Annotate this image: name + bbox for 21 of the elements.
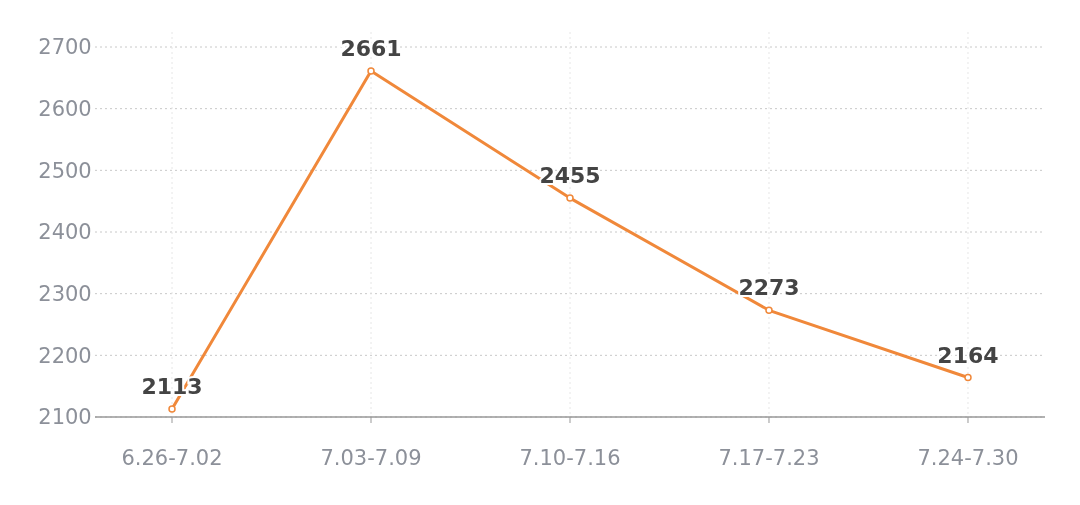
x-tick-label: 7.24-7.30 <box>917 446 1019 470</box>
y-tick-label: 2300 <box>38 282 92 307</box>
y-tick-label: 2600 <box>38 97 92 122</box>
y-tick-label: 2200 <box>38 343 92 368</box>
point <box>964 373 972 382</box>
point <box>765 306 773 315</box>
y-tick-label: 2400 <box>38 220 92 245</box>
point <box>168 405 176 413</box>
point <box>566 194 574 202</box>
point <box>367 67 375 75</box>
x-tick-label: 6.26-7.02 <box>121 446 223 470</box>
data-label: 2455 <box>539 163 601 189</box>
data-label: 2661 <box>340 36 402 62</box>
x-tick-label: 7.17-7.23 <box>718 446 820 470</box>
x-tick-label: 7.03-7.09 <box>320 446 422 470</box>
data-label: 2273 <box>738 275 800 301</box>
data-label: 2164 <box>937 342 999 368</box>
y-tick-label: 2700 <box>38 35 92 60</box>
y-tick-label: 2500 <box>38 158 92 183</box>
y-tick-label: 2100 <box>38 405 92 430</box>
x-tick-label: 7.10-7.16 <box>519 446 621 470</box>
